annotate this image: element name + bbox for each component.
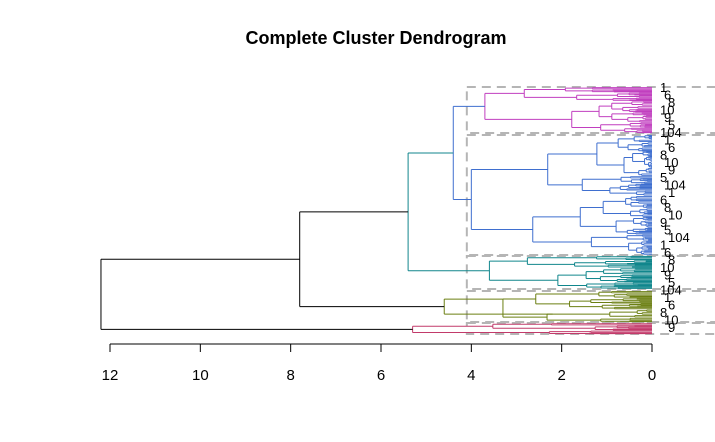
leaf-label: 5 bbox=[664, 223, 671, 238]
x-tick-label: 12 bbox=[102, 367, 119, 384]
leaf-label: 9 bbox=[664, 268, 671, 283]
leaf-labels: 1681095104168109510416810951041681095104… bbox=[660, 80, 690, 335]
chart-title: Complete Cluster Dendrogram bbox=[245, 28, 507, 48]
leaf-label: 104 bbox=[660, 125, 682, 140]
leaf-label: 10 bbox=[668, 208, 682, 223]
leaf-label: 8 bbox=[660, 305, 667, 320]
leaf-label: 10 bbox=[660, 260, 674, 275]
cluster-4 bbox=[502, 291, 652, 323]
leaf-label: 5 bbox=[668, 118, 675, 133]
leaf-label: 6 bbox=[664, 88, 671, 103]
leaf-label: 9 bbox=[668, 320, 675, 335]
leaf-label: 10 bbox=[664, 313, 678, 328]
leaf-label: 9 bbox=[664, 110, 671, 125]
leaf-label: 1 bbox=[664, 133, 671, 148]
cluster-2 bbox=[470, 134, 652, 255]
leaf-label: 8 bbox=[668, 253, 675, 268]
leaf-label: 1 bbox=[668, 185, 675, 200]
cluster-box-3 bbox=[465, 255, 715, 290]
leaf-label: 10 bbox=[664, 155, 678, 170]
leaf-label: 1 bbox=[660, 80, 667, 95]
x-tick-label: 6 bbox=[377, 367, 385, 384]
leaf-label: 6 bbox=[664, 245, 671, 260]
cluster-3 bbox=[488, 255, 652, 289]
leaf-label: 6 bbox=[660, 193, 667, 208]
x-tick-label: 8 bbox=[286, 367, 294, 384]
leaf-label: 104 bbox=[660, 283, 682, 298]
leaf-label: 9 bbox=[668, 163, 675, 178]
leaf-label: 10 bbox=[660, 103, 674, 118]
leaf-label: 6 bbox=[668, 140, 675, 155]
x-tick-label: 2 bbox=[557, 367, 565, 384]
x-tick-label: 10 bbox=[192, 367, 209, 384]
x-tick-label: 0 bbox=[648, 367, 656, 384]
leaf-label: 8 bbox=[668, 95, 675, 110]
leaf-label: 1 bbox=[660, 238, 667, 253]
leaf-label: 104 bbox=[664, 178, 686, 193]
x-tick-label: 4 bbox=[467, 367, 475, 384]
cluster-5 bbox=[412, 323, 652, 335]
leaf-label: 5 bbox=[660, 170, 667, 185]
leaf-label: 9 bbox=[660, 215, 667, 230]
leaf-label: 8 bbox=[660, 148, 667, 163]
x-axis: 12 10 8 6 4 2 0 bbox=[102, 343, 656, 384]
leaf-label: 104 bbox=[668, 230, 690, 245]
leaf-label: 1 bbox=[664, 290, 671, 305]
leaf-label: 6 bbox=[668, 298, 675, 313]
cluster-1 bbox=[484, 87, 652, 134]
dendrogram-branches bbox=[100, 87, 652, 335]
leaf-label: 8 bbox=[664, 200, 671, 215]
leaf-label: 5 bbox=[668, 275, 675, 290]
cluster-box-1 bbox=[465, 86, 715, 134]
